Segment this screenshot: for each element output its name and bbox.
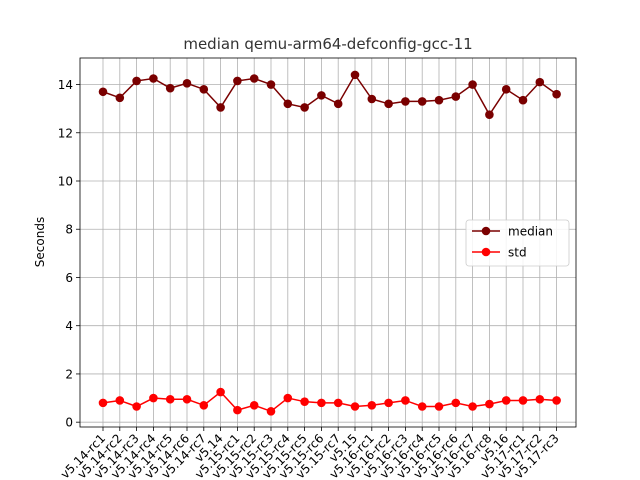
data-point-median bbox=[182, 79, 192, 88]
legend-item-std: std bbox=[472, 246, 527, 260]
data-point-std bbox=[485, 399, 494, 409]
legend-item-median: median bbox=[472, 225, 553, 239]
data-point-median bbox=[233, 76, 242, 86]
data-point-median bbox=[552, 89, 561, 99]
data-point-median bbox=[199, 85, 209, 94]
data-point-std bbox=[233, 405, 242, 415]
data-point-median bbox=[165, 83, 175, 93]
data-point-std bbox=[434, 402, 444, 411]
data-point-std bbox=[115, 396, 125, 405]
data-point-std bbox=[266, 407, 276, 416]
legend: median std bbox=[465, 219, 570, 267]
data-point-median bbox=[367, 94, 377, 104]
data-point-median bbox=[350, 70, 360, 80]
series-line-std bbox=[102, 391, 557, 413]
data-point-median bbox=[384, 99, 393, 109]
data-point-median bbox=[434, 95, 444, 105]
y-tick-label: 8 bbox=[65, 223, 73, 237]
data-point-median bbox=[266, 80, 276, 89]
data-point-median bbox=[518, 95, 528, 105]
data-point-median bbox=[98, 87, 108, 97]
y-axis-label: Seconds bbox=[33, 217, 47, 267]
data-point-std bbox=[417, 402, 427, 411]
legend-label-std: std bbox=[508, 246, 527, 260]
data-point-median bbox=[485, 110, 494, 119]
legend-marker-std bbox=[481, 247, 491, 257]
data-point-std bbox=[283, 393, 293, 403]
series-std bbox=[98, 387, 561, 416]
data-point-median bbox=[216, 103, 225, 112]
y-tick-label: 12 bbox=[58, 126, 73, 140]
data-point-median bbox=[132, 76, 141, 86]
data-point-median bbox=[249, 74, 259, 83]
data-point-std bbox=[249, 400, 259, 410]
series bbox=[98, 70, 561, 416]
data-point-std bbox=[300, 397, 309, 406]
plot-area-frame bbox=[79, 57, 577, 428]
data-point-std bbox=[132, 402, 141, 411]
data-point-median bbox=[451, 92, 461, 101]
series-median bbox=[98, 70, 561, 119]
y-tick-label: 4 bbox=[65, 319, 73, 333]
data-point-std bbox=[98, 398, 108, 408]
data-point-median bbox=[300, 103, 309, 112]
data-point-std bbox=[182, 394, 192, 404]
y-tick-label: 10 bbox=[58, 175, 73, 189]
y-tick-label: 0 bbox=[65, 416, 73, 430]
data-point-median bbox=[317, 91, 326, 100]
chart-title: median qemu-arm64-defconfig-gcc-11 bbox=[183, 35, 472, 53]
data-point-std bbox=[199, 400, 209, 410]
data-point-median bbox=[149, 74, 158, 83]
x-axis-ticks: v5.14-rc1v5.14-rc2v5.14-rc3v5.14-rc4v5.1… bbox=[58, 427, 562, 480]
y-tick-label: 2 bbox=[65, 367, 73, 381]
data-point-std bbox=[333, 398, 343, 408]
data-point-std bbox=[468, 402, 477, 411]
data-point-median bbox=[501, 85, 511, 94]
data-point-median bbox=[115, 93, 125, 103]
data-point-std bbox=[317, 398, 326, 408]
data-point-std bbox=[350, 402, 360, 411]
y-tick-label: 14 bbox=[58, 78, 73, 92]
data-point-std bbox=[451, 398, 461, 408]
data-point-std bbox=[518, 396, 528, 405]
legend-label-median: median bbox=[508, 225, 553, 239]
grid bbox=[80, 58, 576, 427]
data-point-std bbox=[216, 387, 225, 397]
y-tick-label: 6 bbox=[65, 271, 73, 285]
data-point-std bbox=[165, 394, 175, 404]
data-point-std bbox=[401, 396, 410, 405]
data-point-median bbox=[417, 97, 427, 106]
y-axis-ticks: 0 2 4 6 8 10 12 14 bbox=[58, 78, 80, 430]
legend-marker-median bbox=[481, 226, 491, 236]
data-point-std bbox=[501, 396, 511, 405]
data-point-std bbox=[149, 393, 158, 403]
data-point-std bbox=[552, 396, 561, 405]
data-point-std bbox=[367, 400, 377, 410]
data-point-median bbox=[468, 80, 477, 89]
data-point-median bbox=[401, 97, 410, 106]
data-point-std bbox=[535, 394, 545, 404]
series-line-median bbox=[102, 73, 558, 117]
data-point-std bbox=[384, 398, 393, 408]
data-point-median bbox=[535, 77, 545, 87]
data-point-median bbox=[333, 99, 343, 109]
data-point-median bbox=[283, 99, 293, 109]
